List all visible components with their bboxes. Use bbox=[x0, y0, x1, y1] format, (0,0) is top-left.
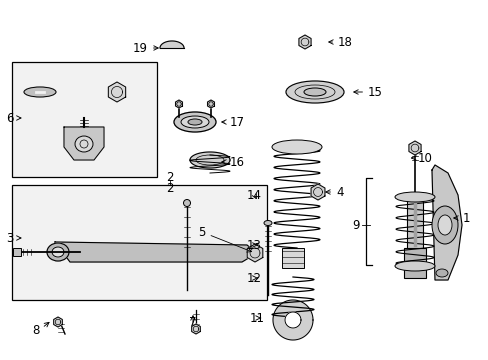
Polygon shape bbox=[175, 100, 182, 108]
Text: 16: 16 bbox=[222, 156, 244, 168]
Bar bbox=[406, 195, 422, 250]
Polygon shape bbox=[298, 35, 310, 49]
Bar bbox=[403, 248, 425, 278]
Polygon shape bbox=[108, 82, 125, 102]
Text: 15: 15 bbox=[353, 86, 382, 99]
Ellipse shape bbox=[174, 112, 216, 132]
Text: 11: 11 bbox=[249, 311, 264, 324]
Text: 13: 13 bbox=[246, 239, 262, 252]
Text: 10: 10 bbox=[411, 152, 432, 165]
Ellipse shape bbox=[431, 206, 457, 244]
Ellipse shape bbox=[285, 81, 343, 103]
Bar bbox=[282, 248, 304, 268]
Polygon shape bbox=[55, 242, 257, 262]
Bar bbox=[12, 185, 266, 300]
Polygon shape bbox=[190, 152, 229, 168]
Text: 14: 14 bbox=[246, 189, 262, 202]
Text: 18: 18 bbox=[328, 36, 352, 49]
Ellipse shape bbox=[271, 140, 321, 154]
Text: 17: 17 bbox=[222, 116, 244, 129]
Ellipse shape bbox=[394, 192, 434, 202]
Ellipse shape bbox=[187, 119, 202, 125]
Ellipse shape bbox=[437, 215, 451, 235]
Polygon shape bbox=[54, 317, 62, 327]
Text: 19: 19 bbox=[133, 41, 158, 54]
Polygon shape bbox=[64, 127, 104, 160]
Polygon shape bbox=[247, 244, 262, 262]
Polygon shape bbox=[191, 324, 200, 334]
Text: 7: 7 bbox=[189, 315, 196, 328]
Ellipse shape bbox=[24, 87, 56, 97]
Bar bbox=[12, 62, 157, 177]
Polygon shape bbox=[160, 41, 183, 48]
Text: 1: 1 bbox=[453, 212, 469, 225]
Ellipse shape bbox=[75, 136, 93, 152]
Ellipse shape bbox=[52, 247, 64, 257]
Polygon shape bbox=[207, 100, 214, 108]
Text: 6: 6 bbox=[6, 112, 21, 125]
Ellipse shape bbox=[394, 261, 434, 271]
Text: 9: 9 bbox=[352, 219, 359, 231]
Text: 8: 8 bbox=[33, 324, 40, 337]
Text: 5: 5 bbox=[198, 225, 251, 252]
Polygon shape bbox=[310, 184, 324, 200]
Polygon shape bbox=[431, 165, 461, 280]
Text: 2: 2 bbox=[166, 171, 173, 184]
Polygon shape bbox=[285, 312, 301, 328]
Ellipse shape bbox=[304, 88, 325, 96]
Text: 4: 4 bbox=[325, 185, 343, 198]
Bar bbox=[13, 248, 21, 256]
Text: 2: 2 bbox=[166, 181, 173, 194]
Ellipse shape bbox=[183, 199, 190, 207]
Text: 3: 3 bbox=[7, 231, 21, 244]
Ellipse shape bbox=[181, 116, 208, 128]
Polygon shape bbox=[272, 300, 312, 340]
Polygon shape bbox=[408, 141, 420, 155]
Ellipse shape bbox=[264, 220, 271, 225]
Ellipse shape bbox=[47, 243, 69, 261]
Text: 12: 12 bbox=[246, 271, 262, 284]
Ellipse shape bbox=[435, 269, 447, 277]
